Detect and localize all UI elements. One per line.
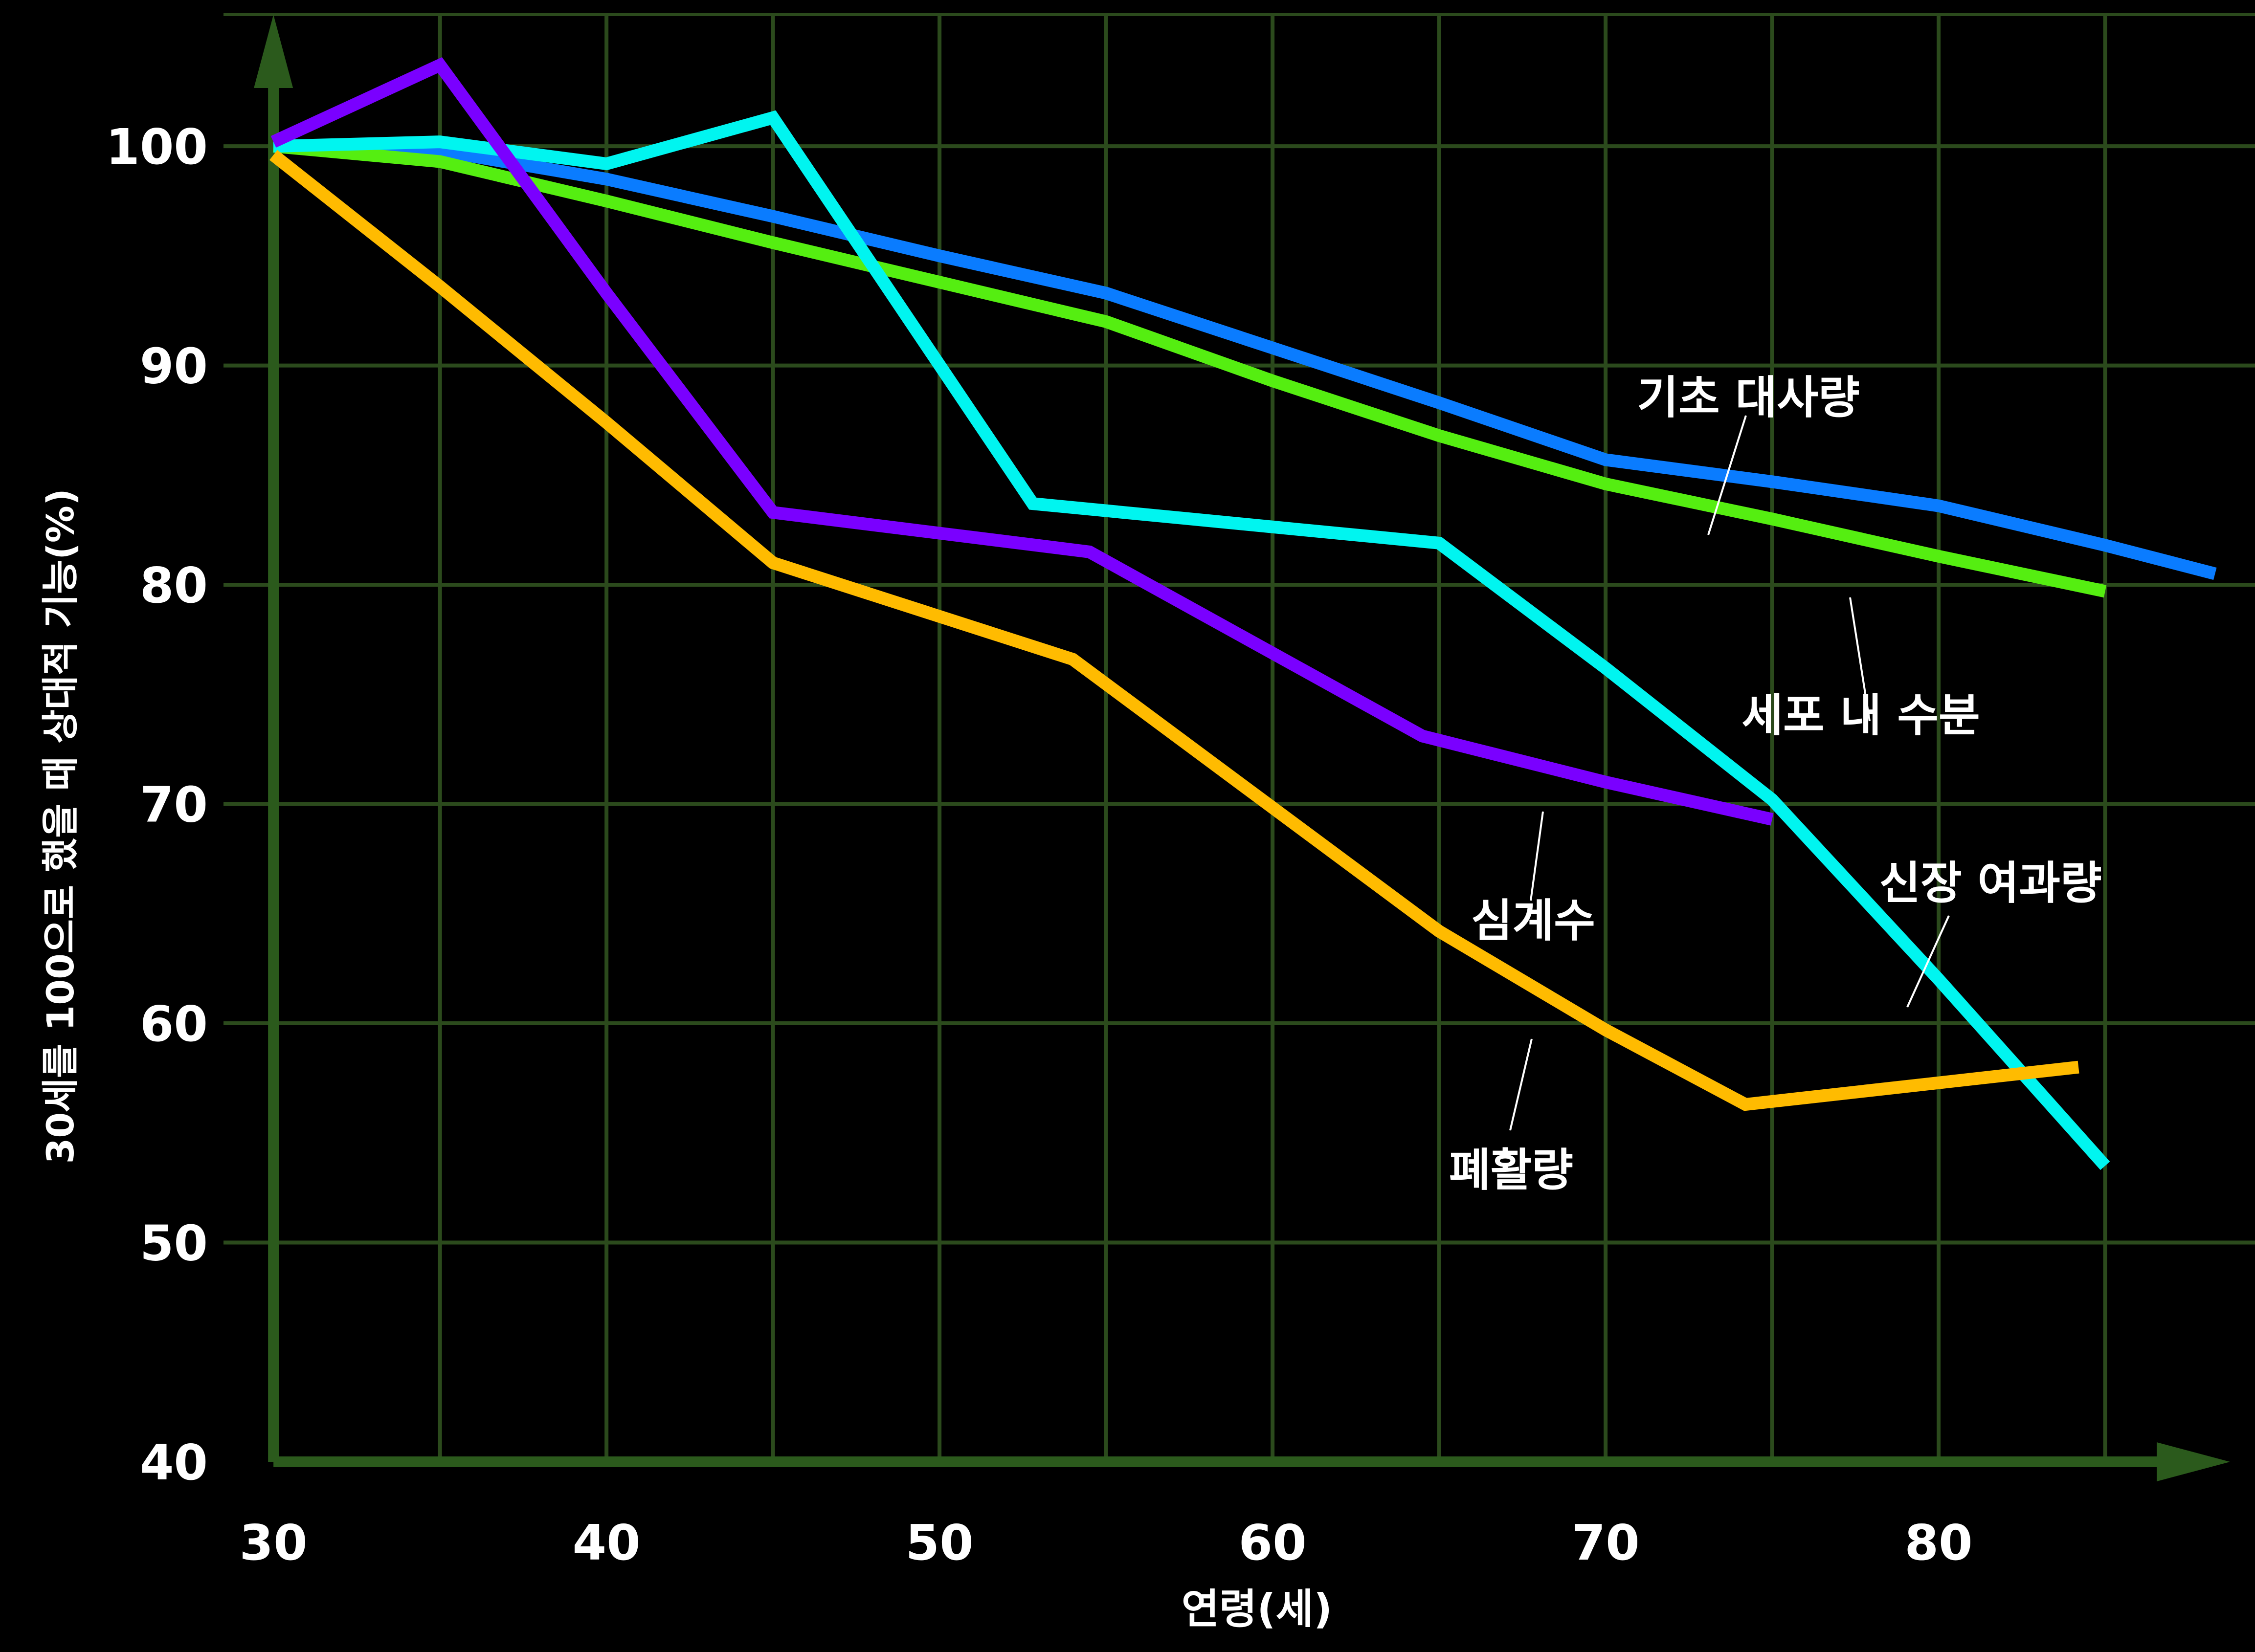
tick-labels: 30 40 50 60 70 80 40 50 60 70 80 90 100 (106, 118, 1972, 1571)
annotation-leader-line (1906, 915, 1950, 1008)
annotation-leader-line (1849, 597, 1871, 722)
series-line (273, 140, 2217, 580)
y-tick-label: 90 (140, 338, 208, 395)
x-tick-label: 80 (1904, 1514, 1972, 1571)
x-axis-label: 연령(세) (1182, 1585, 1333, 1633)
y-tick-label: 60 (140, 995, 208, 1053)
x-tick-label: 50 (906, 1514, 974, 1571)
x-tick-label: 40 (573, 1514, 641, 1571)
series-annotation-label: 기초 대사량 (1637, 372, 1859, 424)
series-annotation-label: 신장 여과량 (1879, 857, 2101, 909)
y-tick-label: 100 (106, 118, 208, 176)
series-line (272, 140, 2107, 598)
annotation-leader-line (1530, 811, 1544, 901)
y-tick-label: 40 (140, 1434, 208, 1491)
series-line (273, 110, 2110, 1170)
series-line (270, 57, 1774, 826)
x-tick-label: 70 (1571, 1514, 1639, 1571)
x-tick-label: 60 (1239, 1514, 1307, 1571)
series-lines (269, 57, 2217, 1170)
annotation-leader-line (1509, 1038, 1533, 1131)
series-line (269, 150, 2079, 1111)
y-axis-arrow-icon (254, 15, 293, 88)
series-annotation-label: 세포 내 수분 (1741, 689, 1980, 742)
y-tick-label: 70 (140, 776, 208, 834)
y-axis-label: 30세를 100으로 했을 때 상대적 기능(%) (39, 488, 82, 1164)
series-annotation-label: 폐활량 (1449, 1144, 1573, 1196)
x-axis-arrow-icon (2157, 1442, 2230, 1481)
axes (254, 15, 2230, 1481)
y-tick-label: 80 (140, 557, 208, 614)
grid (223, 13, 2255, 1462)
y-tick-label: 50 (140, 1215, 208, 1272)
x-tick-label: 30 (240, 1514, 308, 1571)
series-annotation-label: 심계수 (1471, 895, 1595, 947)
annotation-leader-line (1707, 415, 1747, 535)
